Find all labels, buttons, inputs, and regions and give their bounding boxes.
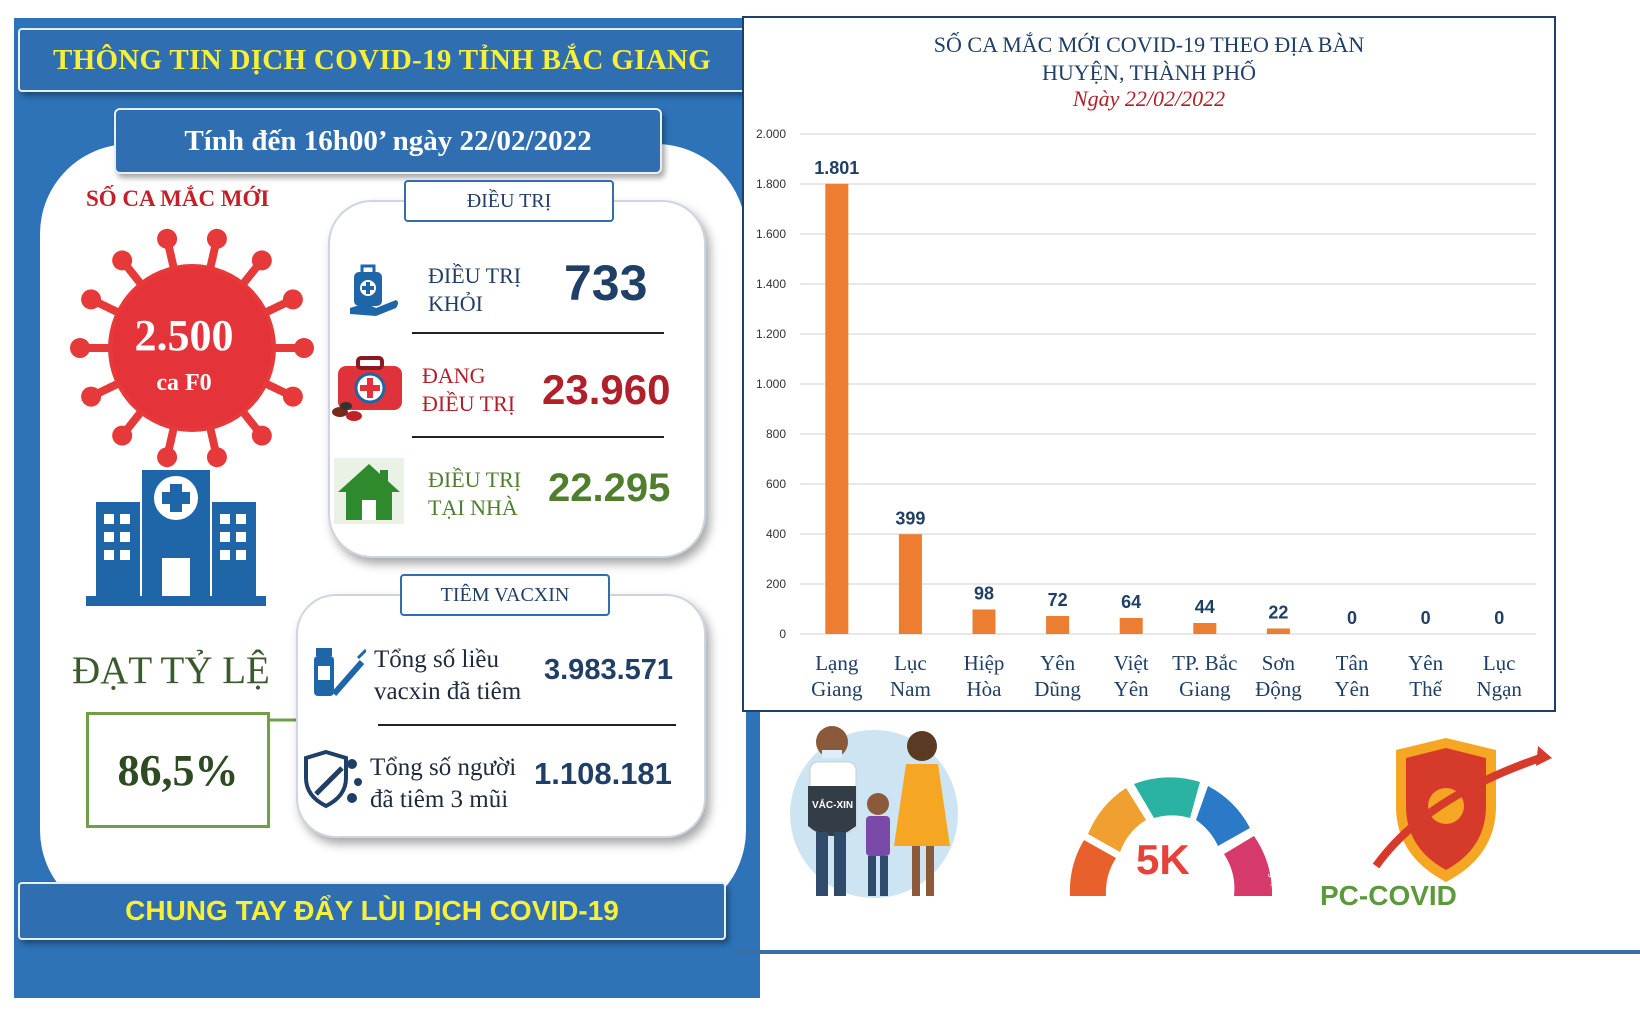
chart-title: SỐ CA MẮC MỚI COVID-19 THEO ĐỊA BÀN bbox=[933, 32, 1365, 57]
people-value: 1.108.181 bbox=[534, 756, 672, 791]
bar bbox=[1266, 628, 1290, 634]
active-value: 23.960 bbox=[542, 366, 671, 413]
y-tick-label: 800 bbox=[766, 427, 786, 441]
y-tick-label: 1.800 bbox=[756, 177, 786, 191]
x-tick-label: Lục bbox=[894, 651, 927, 675]
data-label: 22 bbox=[1268, 603, 1288, 623]
bar bbox=[898, 534, 922, 634]
y-tick-label: 400 bbox=[766, 527, 786, 541]
x-tick-label: Lục bbox=[1483, 651, 1516, 675]
data-label: 72 bbox=[1048, 590, 1068, 610]
x-tick-label: Yên bbox=[1335, 677, 1370, 701]
y-tick-label: 0 bbox=[779, 627, 786, 641]
x-tick-label: Giang bbox=[1179, 677, 1231, 701]
bar bbox=[1046, 616, 1070, 634]
virus-icon bbox=[70, 228, 314, 468]
x-tick-label: Sơn bbox=[1262, 651, 1296, 675]
vaccine-card bbox=[296, 594, 706, 838]
people-label: Tổng số người đã tiêm 3 mũi bbox=[370, 754, 517, 813]
shield-text: VẮC-XIN bbox=[812, 798, 853, 811]
data-label: 0 bbox=[1494, 608, 1504, 628]
home-value: 22.295 bbox=[548, 466, 671, 510]
y-tick-label: 1.200 bbox=[756, 327, 786, 341]
x-tick-label: Hiệp bbox=[964, 651, 1005, 675]
report-date: Tính đến 16h00’ ngày 22/02/2022 bbox=[184, 124, 592, 157]
chart-subtitle: HUYỆN, THÀNH PHỐ bbox=[1041, 60, 1257, 85]
new-cases-unit: ca F0 bbox=[156, 370, 212, 396]
rate-box: 86,5% bbox=[86, 712, 270, 828]
doses-value: 3.983.571 bbox=[544, 654, 674, 686]
data-label: 64 bbox=[1121, 592, 1141, 612]
x-tick-label: Giang bbox=[811, 677, 863, 701]
treatment-divider-1 bbox=[412, 332, 664, 334]
x-tick-label: TP. Bắc bbox=[1172, 651, 1237, 675]
left-infographic-panel: THÔNG TIN DỊCH COVID-19 TỈNH BẮC GIANG T… bbox=[14, 18, 760, 998]
hospital-icon bbox=[86, 470, 266, 606]
y-tick-label: 2.000 bbox=[756, 127, 786, 141]
recovered-label: ĐIỀU TRỊ KHỎI bbox=[428, 263, 522, 316]
x-tick-label: Yên bbox=[1040, 651, 1075, 675]
vaccine-vial-icon bbox=[314, 648, 366, 696]
slogan-text: CHUNG TAY ĐẨY LÙI DỊCH COVID-19 bbox=[125, 895, 619, 926]
medical-kit-icon bbox=[350, 264, 398, 316]
bar bbox=[825, 183, 849, 634]
home-label: ĐIỀU TRỊ TẠI NHÀ bbox=[428, 467, 522, 520]
main-title-bar: THÔNG TIN DỊCH COVID-19 TỈNH BẮC GIANG bbox=[18, 28, 746, 92]
vaccine-section-label: TIÊM VACXIN bbox=[400, 574, 610, 616]
bar bbox=[1119, 618, 1143, 634]
chart-panel: SỐ CA MẮC MỚI COVID-19 THEO ĐỊA BÀN HUYỆ… bbox=[742, 16, 1556, 712]
home-icon bbox=[334, 458, 404, 524]
active-label: ĐANG ĐIỀU TRỊ bbox=[422, 363, 516, 416]
doses-label: Tổng số liều vacxin đã tiêm bbox=[374, 646, 522, 705]
bar bbox=[972, 609, 996, 634]
data-label: 1.801 bbox=[814, 158, 859, 178]
data-label: 399 bbox=[895, 508, 925, 528]
recovered-value: 733 bbox=[564, 255, 648, 311]
y-tick-label: 200 bbox=[766, 577, 786, 591]
data-label: 0 bbox=[1421, 608, 1431, 628]
date-bar: Tính đến 16h00’ ngày 22/02/2022 bbox=[114, 108, 662, 174]
x-tick-label: Dũng bbox=[1034, 677, 1081, 701]
x-tick-label: Lạng bbox=[815, 651, 859, 675]
x-tick-label: Việt bbox=[1114, 651, 1149, 675]
fivek-center: 5K bbox=[1136, 836, 1190, 883]
chart-date: Ngày 22/02/2022 bbox=[1072, 86, 1226, 111]
data-label: 44 bbox=[1195, 597, 1215, 617]
y-tick-label: 1.400 bbox=[756, 277, 786, 291]
pc-covid-logo bbox=[1372, 738, 1552, 882]
x-tick-label: Ngạn bbox=[1476, 677, 1522, 701]
bar bbox=[1193, 623, 1217, 634]
x-tick-label: Nam bbox=[890, 677, 931, 701]
main-title: THÔNG TIN DỊCH COVID-19 TỈNH BẮC GIANG bbox=[52, 43, 712, 76]
slogan-bar: CHUNG TAY ĐẨY LÙI DỊCH COVID-19 bbox=[18, 882, 726, 940]
new-cases-value: 2.500 bbox=[134, 311, 234, 360]
y-tick-label: 600 bbox=[766, 477, 786, 491]
data-label: 98 bbox=[974, 584, 994, 604]
family-vaccine-illustration: VẮC-XIN bbox=[790, 726, 958, 898]
bottom-divider-line bbox=[736, 950, 1640, 954]
fivek-item-2: Khử khuẩn bbox=[1241, 798, 1279, 836]
x-tick-label: Tân bbox=[1336, 651, 1369, 675]
y-tick-label: 1.600 bbox=[756, 227, 786, 241]
rate-label: ĐẠT TỶ LỆ bbox=[72, 649, 270, 692]
data-label: 0 bbox=[1347, 608, 1357, 628]
fivek-item-1: Khẩu trang bbox=[1164, 747, 1213, 759]
vaccine-shield-icon bbox=[304, 749, 362, 809]
treatment-divider-2 bbox=[412, 436, 664, 438]
five-k-illustration: Khẩu trang Khử khuẩn Không tụ tập Khai b… bbox=[1056, 747, 1283, 903]
x-tick-label: Động bbox=[1255, 677, 1302, 701]
x-tick-label: Yên bbox=[1408, 651, 1443, 675]
bar-chart: 0 200 400 600 800 1.000 1.200 1.400 1.600 1.800 2.… bbox=[756, 127, 1536, 701]
y-tick-label: 1.000 bbox=[756, 377, 786, 391]
x-tick-label: Hòa bbox=[967, 677, 1003, 701]
treatment-section-label: ĐIỀU TRỊ bbox=[404, 180, 614, 222]
vaccine-divider bbox=[378, 724, 676, 726]
new-cases-label: SỐ CA MẮC MỚI bbox=[86, 186, 270, 211]
first-aid-kit-icon bbox=[332, 356, 402, 421]
x-tick-label: Yên bbox=[1114, 677, 1149, 701]
rate-value: 86,5% bbox=[117, 745, 239, 795]
pc-covid-label: PC-COVID bbox=[1320, 880, 1457, 911]
x-tick-label: Thế bbox=[1409, 677, 1442, 701]
